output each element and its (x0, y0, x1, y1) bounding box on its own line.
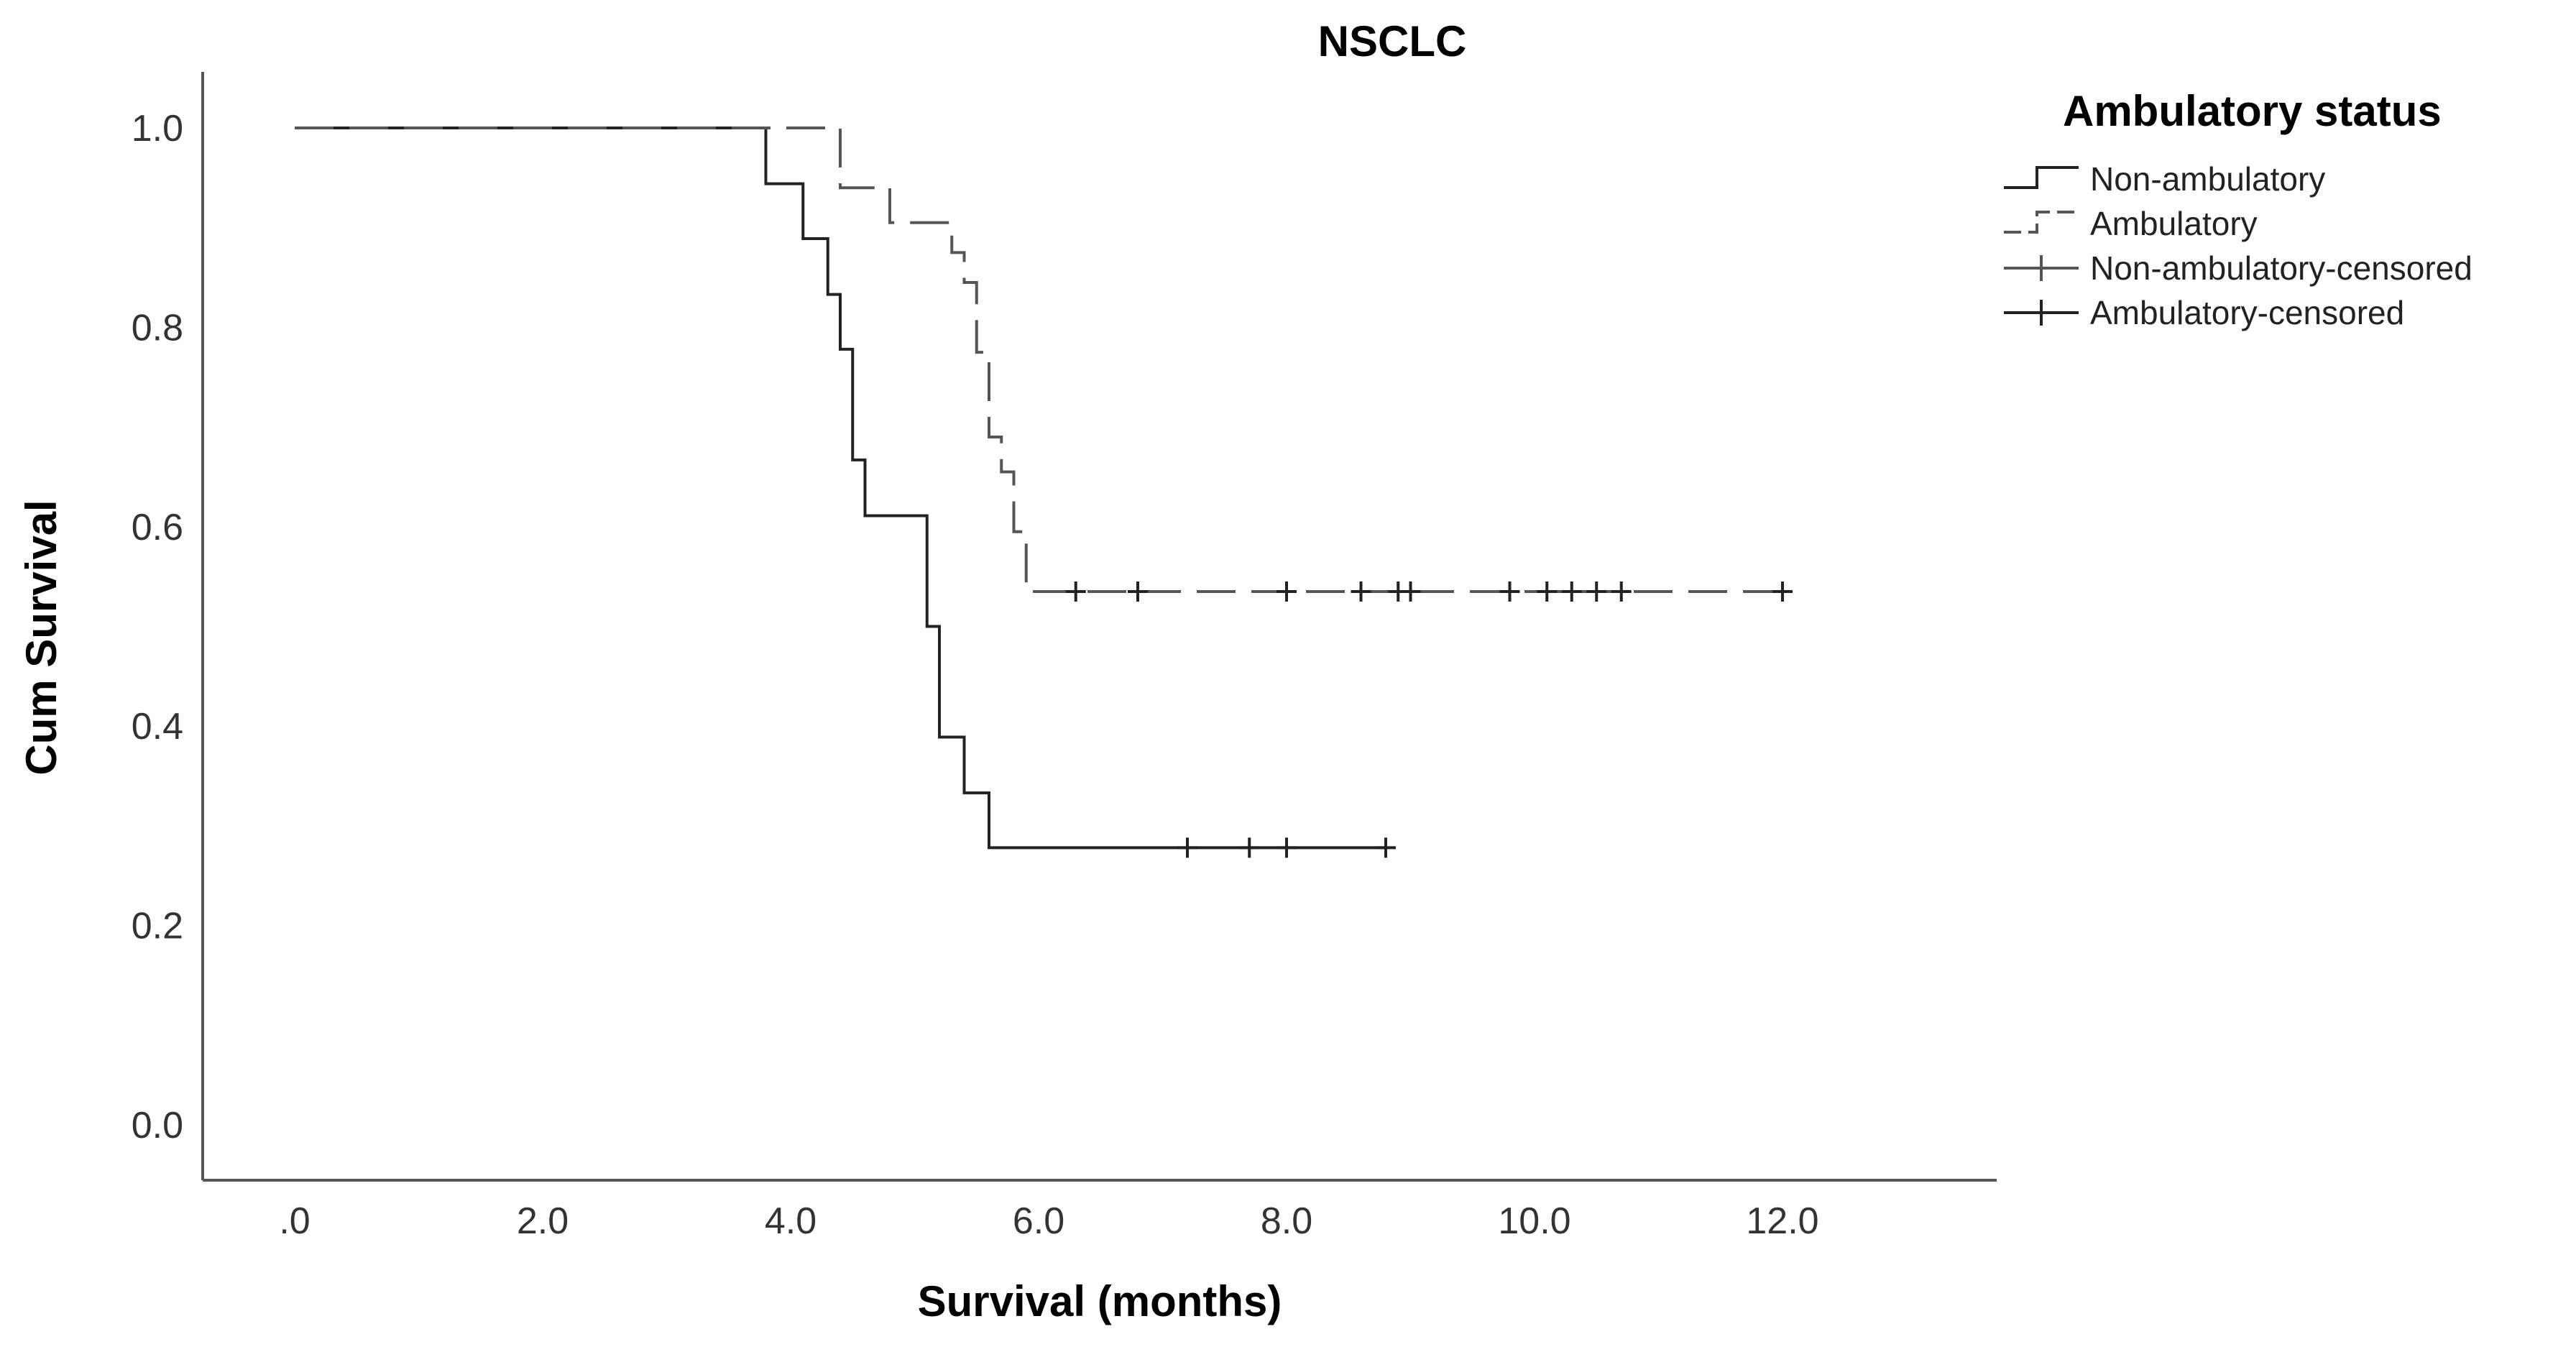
chart-title: NSCLC (1318, 17, 1467, 65)
y-tick-label: 1.0 (132, 108, 183, 150)
ambulatory-censor-mark (1561, 581, 1582, 602)
legend-entry: Ambulatory (2004, 205, 2258, 242)
ambulatory-survival-line (295, 127, 1782, 593)
legend: Ambulatory status Non-ambulatory Ambulato… (2004, 87, 2472, 331)
y-axis-label: Cum Survival (17, 500, 65, 775)
legend-swatch-censor (2004, 255, 2079, 281)
legend-label: Non-ambulatory-censored (2090, 249, 2472, 287)
non-ambulatory-censor-mark (1239, 837, 1260, 858)
ambulatory-censor-mark (1772, 581, 1793, 602)
ambulatory-censor-mark (1400, 581, 1421, 602)
ambulatory-censor-mark (1586, 581, 1607, 602)
ambulatory-censor-mark (1351, 581, 1371, 602)
non-ambulatory-censor-mark (1376, 837, 1396, 858)
legend-label: Ambulatory-censored (2090, 294, 2404, 331)
x-axis-label: Survival (months) (918, 1277, 1282, 1325)
x-tick-label: .0 (279, 1200, 310, 1242)
ambulatory-censor-mark (1537, 581, 1558, 602)
x-tick-label: 12.0 (1746, 1200, 1818, 1242)
x-tick-label: 2.0 (517, 1200, 569, 1242)
non-ambulatory-censor-mark (1276, 837, 1297, 858)
x-tick-labels: .0 2.0 4.0 6.0 8.0 10.0 12.0 (279, 1200, 1818, 1242)
non-ambulatory-survival-line (295, 127, 1386, 850)
y-tick-label: 0.0 (132, 1105, 183, 1146)
non-ambulatory-censor-mark (1177, 837, 1197, 858)
ambulatory-censor-mark (1611, 581, 1632, 602)
legend-swatch-dashed (2004, 211, 2079, 234)
plot-area (295, 127, 1793, 858)
y-tick-label: 0.8 (132, 307, 183, 349)
y-tick-label: 0.6 (132, 507, 183, 548)
legend-swatch-solid (2004, 166, 2079, 189)
y-tick-label: 0.4 (132, 706, 183, 748)
ambulatory-censor-mark (1499, 581, 1520, 602)
x-tick-label: 10.0 (1498, 1200, 1570, 1242)
y-tick-label: 0.2 (132, 906, 183, 947)
x-tick-label: 8.0 (1261, 1200, 1312, 1242)
x-tick-label: 4.0 (765, 1200, 816, 1242)
axes (201, 72, 1997, 1182)
ambulatory-censor-mark (1065, 581, 1086, 602)
legend-label: Non-ambulatory (2090, 160, 2325, 198)
ambulatory-censor-mark (1128, 581, 1148, 602)
legend-entry: Non-ambulatory-censored (2004, 249, 2472, 287)
legend-entry: Ambulatory-censored (2004, 294, 2404, 331)
legend-entries: Non-ambulatory Ambulatory Non-ambulatory-c… (2004, 160, 2472, 331)
legend-swatch-censor (2004, 300, 2079, 326)
legend-entry: Non-ambulatory (2004, 160, 2325, 198)
x-tick-label: 6.0 (1013, 1200, 1064, 1242)
legend-title: Ambulatory status (2063, 87, 2442, 135)
y-tick-labels: 0.0 0.2 0.4 0.6 0.8 1.0 (132, 108, 183, 1146)
legend-label: Ambulatory (2090, 205, 2258, 242)
ambulatory-censor-mark (1276, 581, 1297, 602)
